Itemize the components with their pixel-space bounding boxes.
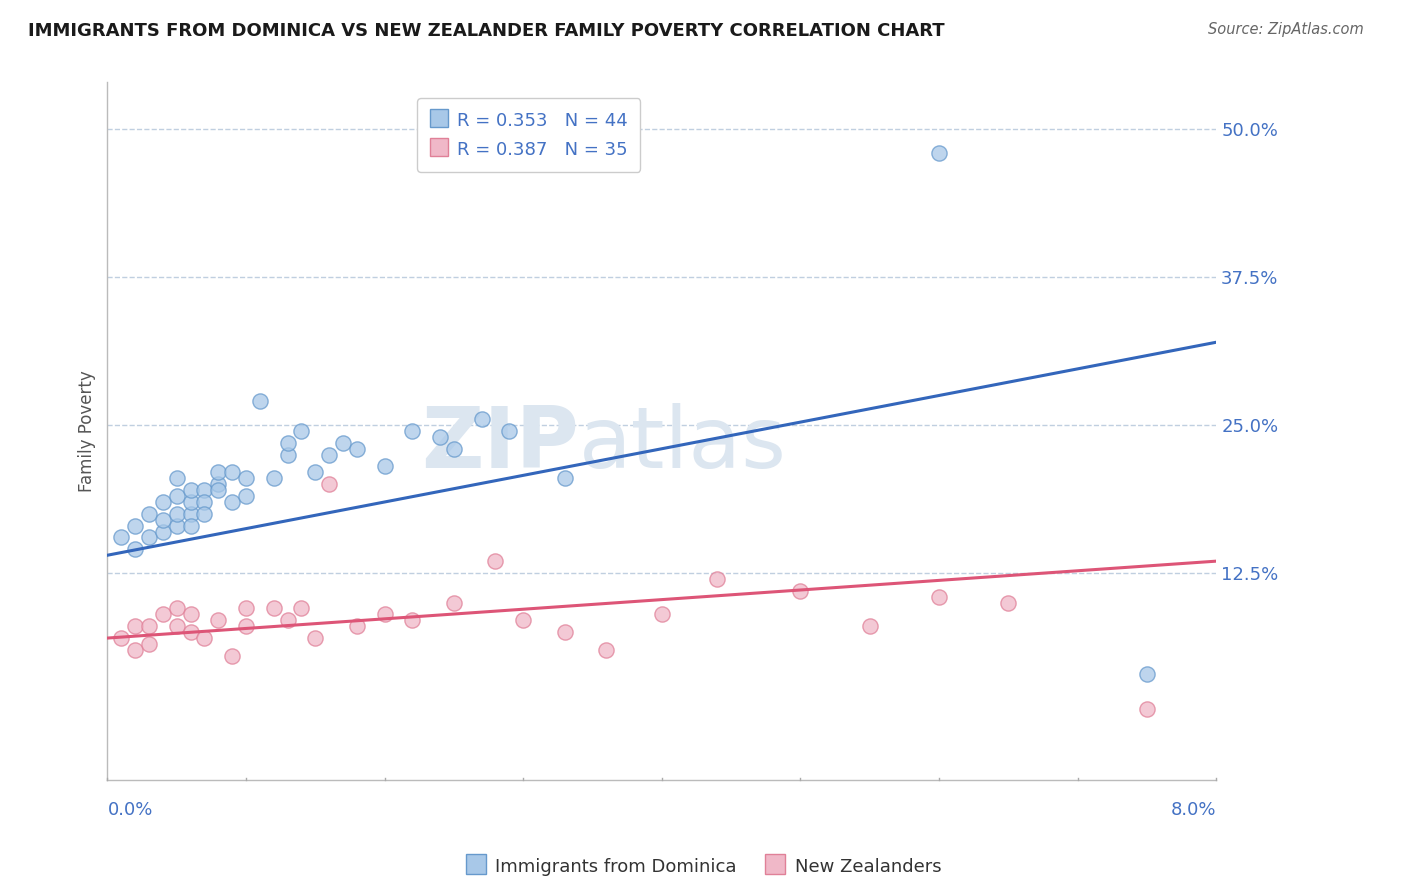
Point	[277, 613, 299, 627]
Point	[401, 424, 423, 438]
Point	[152, 524, 174, 539]
Point	[138, 507, 160, 521]
Text: 8.0%: 8.0%	[1171, 801, 1216, 820]
Text: 0.0%: 0.0%	[107, 801, 153, 820]
Point	[180, 518, 202, 533]
Point	[928, 145, 950, 160]
Point	[193, 495, 215, 509]
Text: ZIP: ZIP	[420, 403, 579, 486]
Point	[443, 442, 465, 456]
Legend: Immigrants from Dominica, New Zealanders: Immigrants from Dominica, New Zealanders	[457, 848, 949, 883]
Point	[1136, 702, 1159, 716]
Point	[193, 483, 215, 497]
Point	[166, 518, 188, 533]
Point	[277, 435, 299, 450]
Point	[124, 542, 146, 557]
Point	[138, 619, 160, 633]
Point	[124, 518, 146, 533]
Point	[166, 601, 188, 615]
Point	[138, 531, 160, 545]
Point	[166, 471, 188, 485]
Point	[789, 583, 811, 598]
Point	[166, 619, 188, 633]
Point	[651, 607, 673, 622]
Point	[221, 466, 243, 480]
Point	[249, 394, 271, 409]
Point	[235, 489, 257, 503]
Point	[110, 631, 132, 645]
Point	[595, 643, 617, 657]
Point	[193, 631, 215, 645]
Point	[180, 607, 202, 622]
Point	[304, 466, 326, 480]
Point	[429, 430, 451, 444]
Point	[498, 424, 520, 438]
Point	[166, 507, 188, 521]
Point	[554, 625, 576, 640]
Point	[471, 412, 494, 426]
Text: Source: ZipAtlas.com: Source: ZipAtlas.com	[1208, 22, 1364, 37]
Text: atlas: atlas	[579, 403, 787, 486]
Point	[346, 442, 368, 456]
Point	[263, 601, 285, 615]
Point	[193, 507, 215, 521]
Point	[221, 495, 243, 509]
Point	[207, 477, 229, 491]
Point	[290, 601, 312, 615]
Point	[304, 631, 326, 645]
Point	[706, 572, 728, 586]
Point	[207, 483, 229, 497]
Point	[374, 607, 396, 622]
Point	[928, 590, 950, 604]
Text: IMMIGRANTS FROM DOMINICA VS NEW ZEALANDER FAMILY POVERTY CORRELATION CHART: IMMIGRANTS FROM DOMINICA VS NEW ZEALANDE…	[28, 22, 945, 40]
Legend: R = 0.353   N = 44, R = 0.387   N = 35: R = 0.353 N = 44, R = 0.387 N = 35	[418, 98, 640, 172]
Point	[180, 507, 202, 521]
Point	[859, 619, 882, 633]
Point	[318, 477, 340, 491]
Point	[221, 648, 243, 663]
Y-axis label: Family Poverty: Family Poverty	[79, 370, 96, 491]
Point	[180, 483, 202, 497]
Point	[484, 554, 506, 568]
Point	[1136, 666, 1159, 681]
Point	[124, 643, 146, 657]
Point	[207, 613, 229, 627]
Point	[277, 448, 299, 462]
Point	[290, 424, 312, 438]
Point	[554, 471, 576, 485]
Point	[235, 619, 257, 633]
Point	[180, 495, 202, 509]
Point	[152, 513, 174, 527]
Point	[152, 495, 174, 509]
Point	[235, 601, 257, 615]
Point	[180, 625, 202, 640]
Point	[152, 607, 174, 622]
Point	[346, 619, 368, 633]
Point	[263, 471, 285, 485]
Point	[207, 466, 229, 480]
Point	[512, 613, 534, 627]
Point	[124, 619, 146, 633]
Point	[166, 489, 188, 503]
Point	[374, 459, 396, 474]
Point	[138, 637, 160, 651]
Point	[235, 471, 257, 485]
Point	[332, 435, 354, 450]
Point	[443, 596, 465, 610]
Point	[997, 596, 1019, 610]
Point	[110, 531, 132, 545]
Point	[401, 613, 423, 627]
Point	[318, 448, 340, 462]
